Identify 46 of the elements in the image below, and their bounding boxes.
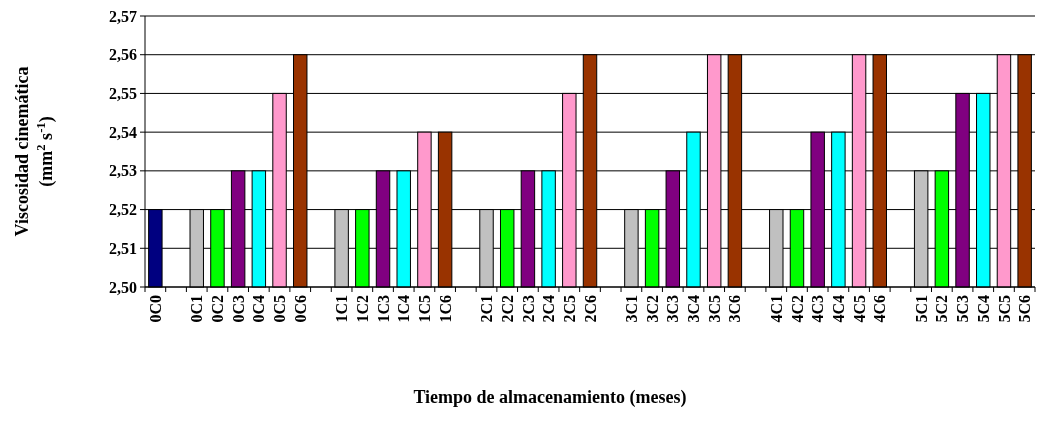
x-tick-label: 2C5 xyxy=(560,295,578,323)
x-tick-label: 2C4 xyxy=(540,295,558,323)
x-tick-label: 2C6 xyxy=(581,295,599,323)
y-tick-label: 2,55 xyxy=(109,85,137,103)
x-tick-label: 4C4 xyxy=(829,295,847,323)
x-tick-label: 2C2 xyxy=(498,295,516,323)
x-tick-label: 4C3 xyxy=(809,295,827,323)
x-tick-label: 0C2 xyxy=(209,295,227,323)
x-tick-label: 5C5 xyxy=(995,295,1013,323)
x-tick-label: 0C3 xyxy=(229,295,247,323)
y-tick-label: 2,57 xyxy=(109,7,137,25)
x-tick-label: 5C4 xyxy=(974,295,992,323)
x-tick-label: 5C3 xyxy=(954,295,972,323)
x-tick-label: 1C1 xyxy=(333,295,351,323)
x-tick-label: 1C3 xyxy=(374,295,392,323)
x-tick-label: 1C2 xyxy=(353,295,371,323)
x-tick-label: 1C4 xyxy=(395,295,413,323)
x-tick-label: 3C2 xyxy=(643,295,661,323)
x-axis-title: Tiempo de almacenamiento (meses) xyxy=(413,387,687,408)
x-tick-label: 2C3 xyxy=(519,295,537,323)
y-tick-label: 2,51 xyxy=(109,239,137,257)
y-tick-label: 2,56 xyxy=(109,46,137,64)
x-tick-label: 0C0 xyxy=(146,295,164,323)
x-tick-label: 0C5 xyxy=(271,295,289,323)
x-tick-label: 1C5 xyxy=(416,295,434,323)
x-tick-label: 3C5 xyxy=(705,295,723,323)
x-tick-label: 4C1 xyxy=(767,295,785,323)
x-tick-label: 2C1 xyxy=(478,295,496,323)
y-tick-label: 2,52 xyxy=(109,201,137,219)
x-tick-label: 3C6 xyxy=(726,295,744,323)
x-tick-label: 3C4 xyxy=(685,295,703,323)
y-tick-label: 2,54 xyxy=(109,123,137,141)
x-tick-label: 0C1 xyxy=(188,295,206,323)
x-tick-label: 4C2 xyxy=(788,295,806,323)
x-tick-label: 5C2 xyxy=(933,295,951,323)
x-tick-label: 5C1 xyxy=(912,295,930,323)
x-tick-label: 3C1 xyxy=(623,295,640,323)
y-tick-label: 2,53 xyxy=(109,162,137,180)
y-tick-label: 2,50 xyxy=(109,278,137,296)
x-tick-label: 1C6 xyxy=(436,295,454,323)
x-tick-label: 4C6 xyxy=(871,295,889,323)
x-tick-label: 3C3 xyxy=(664,295,682,323)
x-tick-label: 5C6 xyxy=(1016,295,1034,323)
x-tick-label: 0C4 xyxy=(250,295,268,323)
x-tick-label: 0C6 xyxy=(291,295,309,323)
x-tick-label: 4C5 xyxy=(850,295,868,323)
